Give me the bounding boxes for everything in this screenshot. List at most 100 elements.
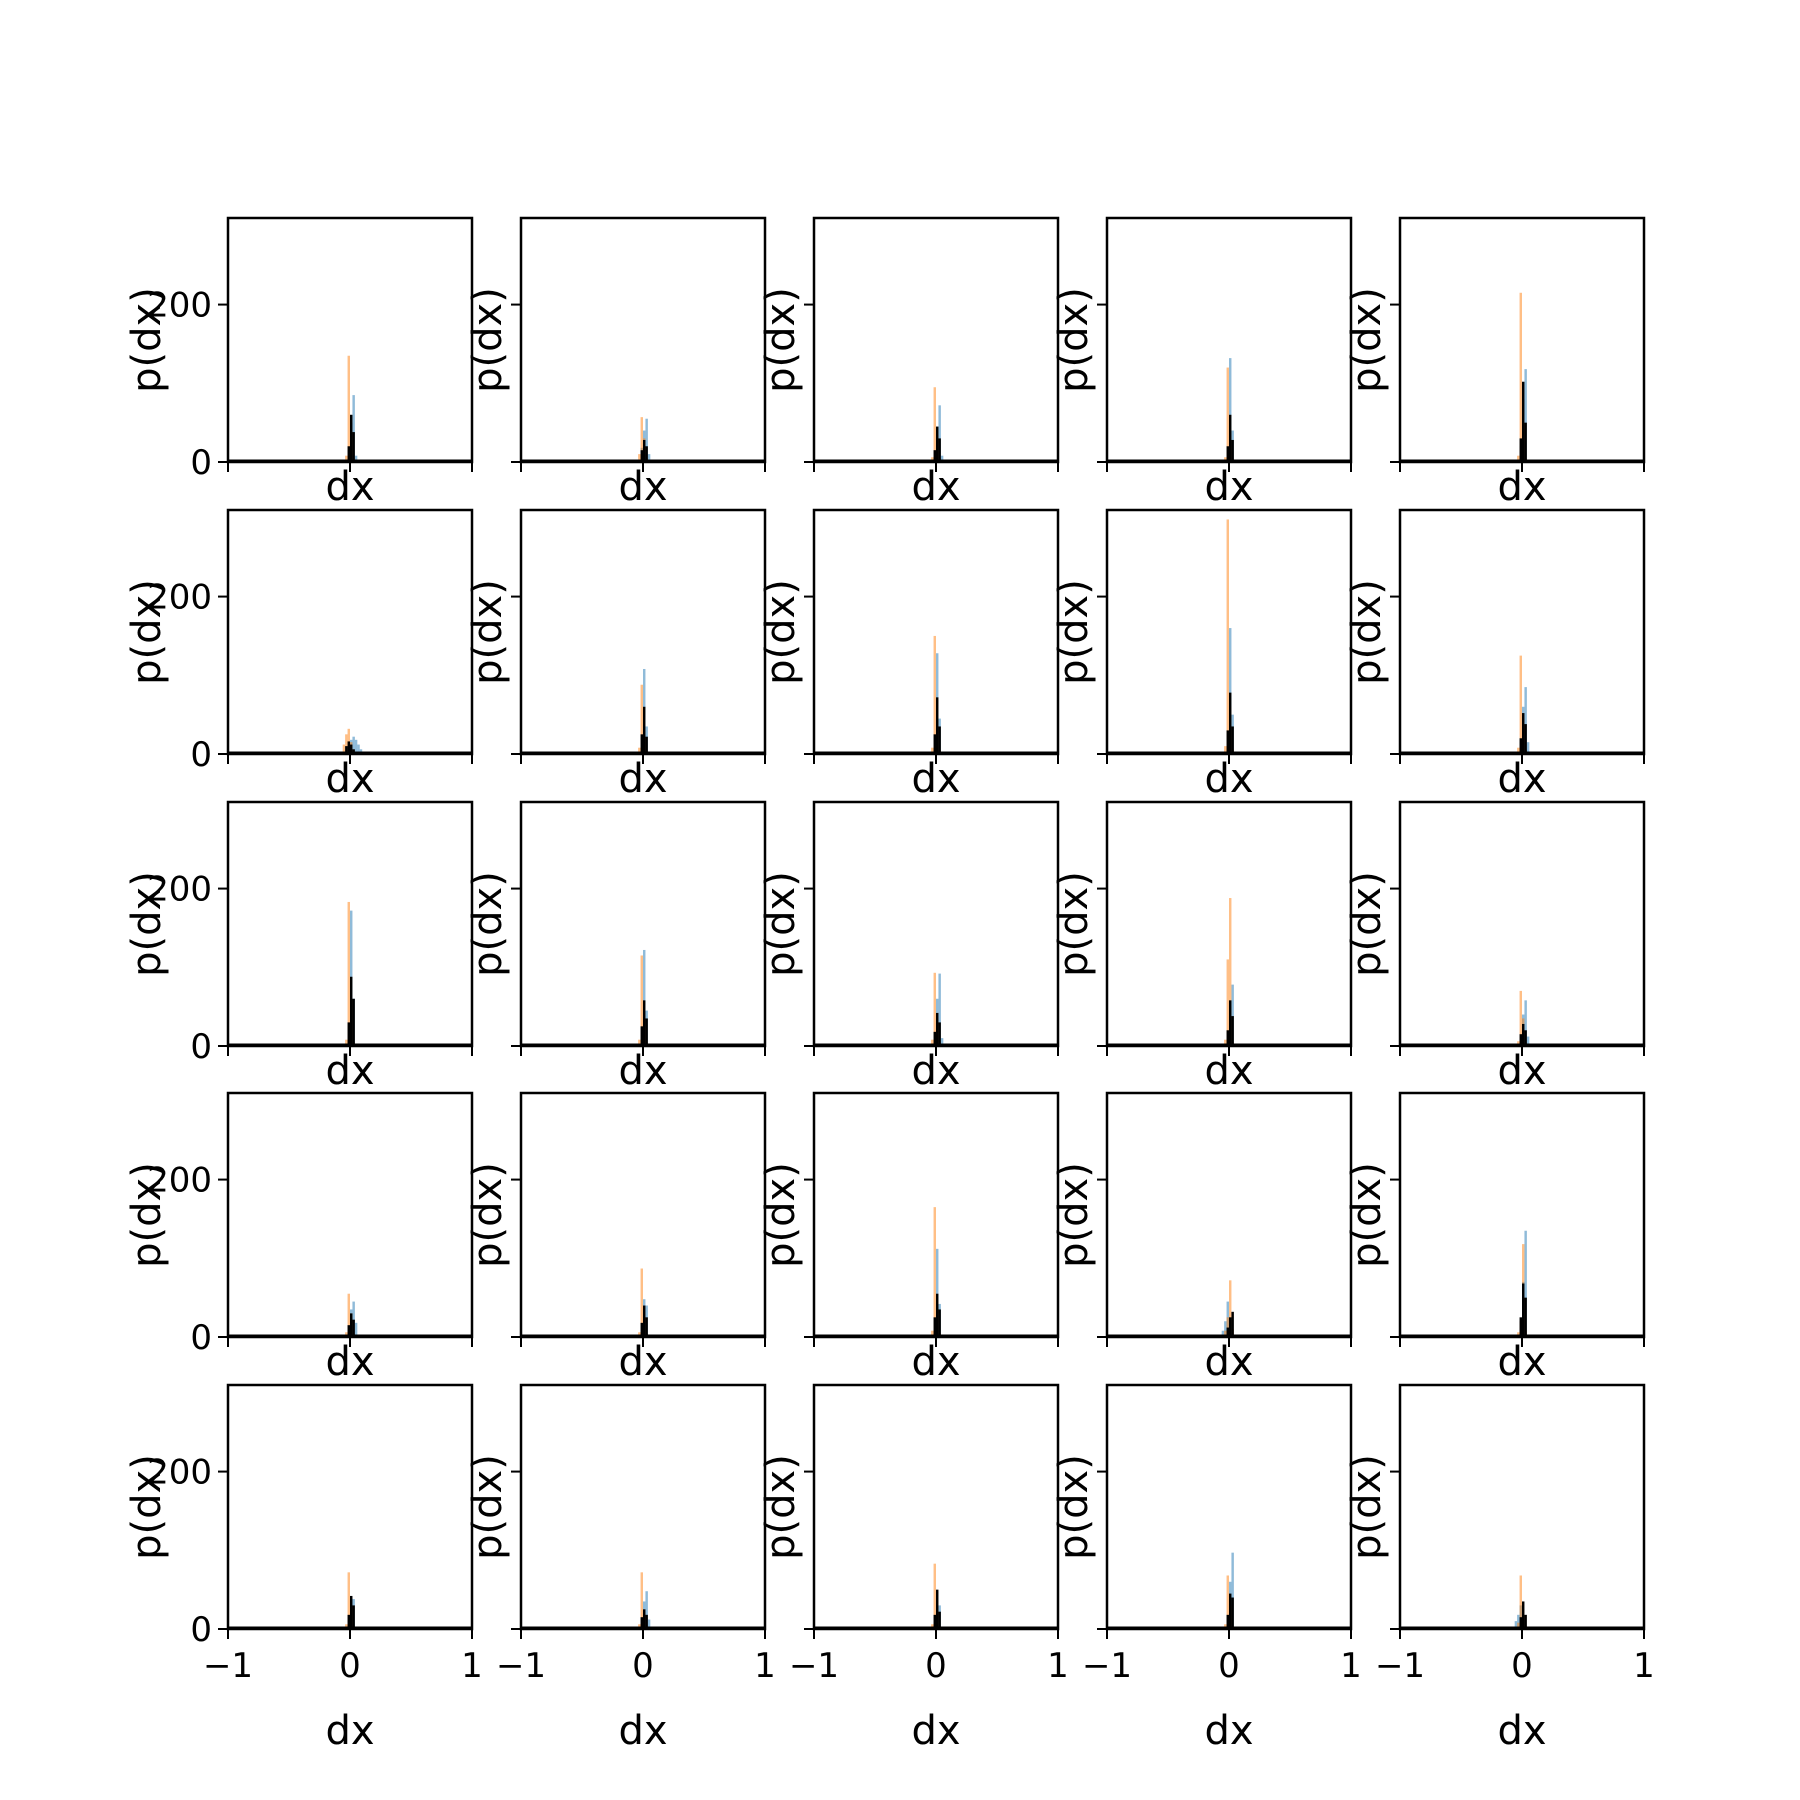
y-tick-label: 200 [147, 578, 212, 618]
subplot-r2-c1: p(dx) dx [465, 800, 767, 1094]
hist-bar-black [1519, 1034, 1522, 1046]
hist-bar-blue [1524, 1000, 1527, 1046]
subplot-r3-c4: p(dx) dx [1344, 1091, 1646, 1385]
y-axis-label: p(dx) [124, 287, 170, 393]
hist-bar-black [1519, 738, 1522, 754]
hist-bar-orange [347, 901, 350, 1046]
hist-bar-blue [647, 454, 651, 462]
subplot-r2-c2: p(dx) dx [758, 800, 1060, 1094]
hist-bar-black [643, 439, 646, 462]
hist-bar-black [1231, 439, 1234, 462]
hist-bar-blue [1231, 984, 1234, 1046]
hist-bar-blue [643, 949, 646, 1046]
hist-bar-black [938, 1022, 941, 1046]
hist-bar-orange [640, 684, 643, 754]
hist-bar-orange [933, 1207, 936, 1337]
hist-bar-blue [352, 395, 355, 462]
hist-bar-black [1522, 1601, 1525, 1629]
y-axis-label: p(dx) [124, 579, 170, 685]
y-axis-label: p(dx) [1051, 287, 1097, 393]
x-axis-label: dx [1497, 464, 1546, 510]
y-axis-label: p(dx) [465, 287, 511, 393]
subplot-r4-c4: −1 0 1 p(dx) dx [1344, 1383, 1655, 1754]
hist-bar-orange [933, 635, 936, 754]
hist-bar-orange [1224, 1039, 1227, 1046]
hist-bar-black [1229, 1593, 1232, 1629]
hist-bar-black [645, 1614, 648, 1629]
hist-bar-black [640, 734, 643, 754]
subplot-r1-c3: p(dx) dx [1051, 508, 1353, 802]
hist-bar-blue [354, 455, 358, 462]
x-axis-label: dx [911, 756, 960, 802]
hist-bar-orange [640, 955, 643, 1046]
y-axis-label: p(dx) [1344, 579, 1390, 685]
subplot-r0-c2: p(dx) dx [758, 216, 1060, 510]
hist-bar-black [1226, 446, 1229, 462]
x-axis-label: dx [1497, 756, 1546, 802]
hist-bar-black [643, 706, 646, 754]
x-tick-label: −1 [789, 1646, 839, 1686]
hist-bar-blue [1524, 1230, 1527, 1337]
hist-bar-blue [352, 1301, 355, 1337]
hist-bar-orange [345, 1039, 348, 1046]
hist-bar-black [350, 1595, 353, 1629]
hist-bar-black [1524, 1614, 1527, 1629]
hist-bar-black [1519, 1617, 1522, 1629]
x-axis-label: dx [1497, 1339, 1546, 1385]
hist-bar-black [347, 1614, 350, 1629]
hist-bar-black [936, 1589, 939, 1629]
y-tick-label: 0 [190, 1318, 212, 1358]
hist-bar-black [1229, 1317, 1232, 1337]
hist-bar-black [1226, 730, 1229, 754]
hist-bar-orange [933, 387, 936, 462]
hist-bar-black [1226, 1030, 1229, 1046]
hist-bar-black [933, 1614, 936, 1629]
y-tick-label: 0 [190, 1610, 212, 1650]
x-axis-label: dx [618, 1339, 667, 1385]
hist-bar-blue [1526, 1036, 1530, 1046]
subplot-r2-c4: p(dx) dx [1344, 800, 1646, 1094]
subplot-r3-c2: p(dx) dx [758, 1091, 1060, 1385]
hist-bar-black [936, 697, 939, 754]
hist-bar-black [643, 1305, 646, 1337]
y-tick-label: 200 [147, 1161, 212, 1201]
y-axis-label: p(dx) [465, 579, 511, 685]
x-axis-label: dx [325, 1048, 374, 1094]
hist-bar-orange [1224, 746, 1227, 754]
x-axis-label: dx [618, 1708, 667, 1754]
hist-bar-black [347, 446, 350, 462]
x-axis-label: dx [911, 1048, 960, 1094]
hist-bar-black [1519, 438, 1522, 462]
y-axis-label: p(dx) [758, 287, 804, 393]
hist-bar-orange [1226, 1575, 1229, 1629]
hist-bar-black [1522, 1023, 1525, 1046]
hist-bar-black [936, 1293, 939, 1337]
hist-bar-black [1226, 1327, 1229, 1337]
y-tick-label: 200 [147, 870, 212, 910]
hist-bar-orange [342, 744, 346, 754]
hist-bar-orange [638, 1039, 641, 1046]
hist-bar-black [352, 1319, 355, 1337]
hist-bar-black [640, 1322, 643, 1337]
x-axis-label: dx [618, 464, 667, 510]
hist-bar-orange [1517, 455, 1520, 462]
subplot-r0-c3: p(dx) dx [1051, 216, 1353, 510]
x-axis-label: dx [1204, 1708, 1253, 1754]
x-axis-label: dx [911, 1708, 960, 1754]
x-axis-label: dx [618, 756, 667, 802]
hist-bar-orange [347, 728, 350, 754]
y-axis-label: p(dx) [1344, 871, 1390, 977]
hist-bar-orange [1224, 1330, 1227, 1337]
x-axis-label: dx [1497, 1708, 1546, 1754]
hist-bar-orange [1519, 990, 1522, 1046]
hist-bar-black [640, 1617, 643, 1629]
hist-bar-black [938, 438, 941, 462]
hist-bar-black [1231, 726, 1234, 754]
hist-bar-blue [357, 744, 360, 754]
hist-bar-blue [647, 1619, 651, 1629]
x-axis-label: dx [325, 1708, 374, 1754]
hist-bar-black [347, 741, 350, 754]
y-axis-label: p(dx) [465, 871, 511, 977]
